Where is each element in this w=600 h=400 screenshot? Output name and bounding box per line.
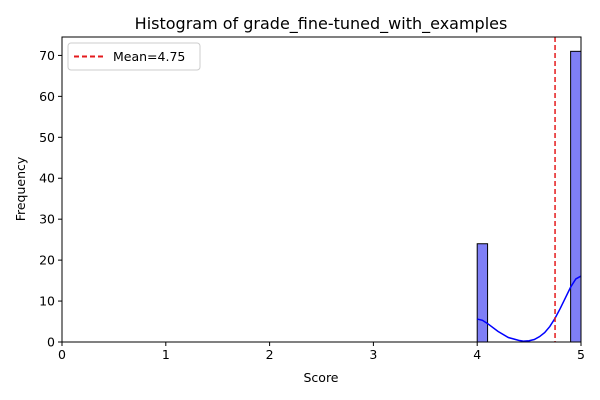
y-tick-label-50: 50 — [39, 130, 55, 145]
x-tick-label-4: 4 — [473, 347, 481, 362]
y-tick-label-60: 60 — [39, 89, 55, 104]
legend: Mean=4.75 — [67, 42, 201, 71]
histogram-bar-1 — [570, 50, 582, 343]
x-tick-label-3: 3 — [369, 347, 377, 362]
axes-frame — [61, 36, 582, 343]
x-tick-label-5: 5 — [577, 347, 585, 362]
legend-frame — [67, 42, 201, 71]
x-tick-label-0: 0 — [58, 347, 66, 362]
histogram-bar-0 — [476, 243, 489, 343]
x-tick-label-2: 2 — [266, 347, 274, 362]
legend-mean-label: Mean=4.75 — [113, 49, 185, 64]
y-tick-label-10: 10 — [39, 294, 55, 309]
y-tick-label-30: 30 — [39, 212, 55, 227]
chart-title: Histogram of grade_fine-tuned_with_examp… — [135, 14, 508, 34]
y-tick-label-70: 70 — [39, 48, 55, 63]
plot-area — [476, 37, 582, 343]
y-tick-label-40: 40 — [39, 171, 55, 186]
y-tick-label-20: 20 — [39, 253, 55, 268]
x-axis-label: Score — [303, 370, 338, 385]
x-tick-label-1: 1 — [162, 347, 170, 362]
kde-curve — [477, 275, 582, 342]
y-axis-label: Frequency — [13, 156, 28, 221]
y-tick-label-0: 0 — [47, 335, 55, 350]
